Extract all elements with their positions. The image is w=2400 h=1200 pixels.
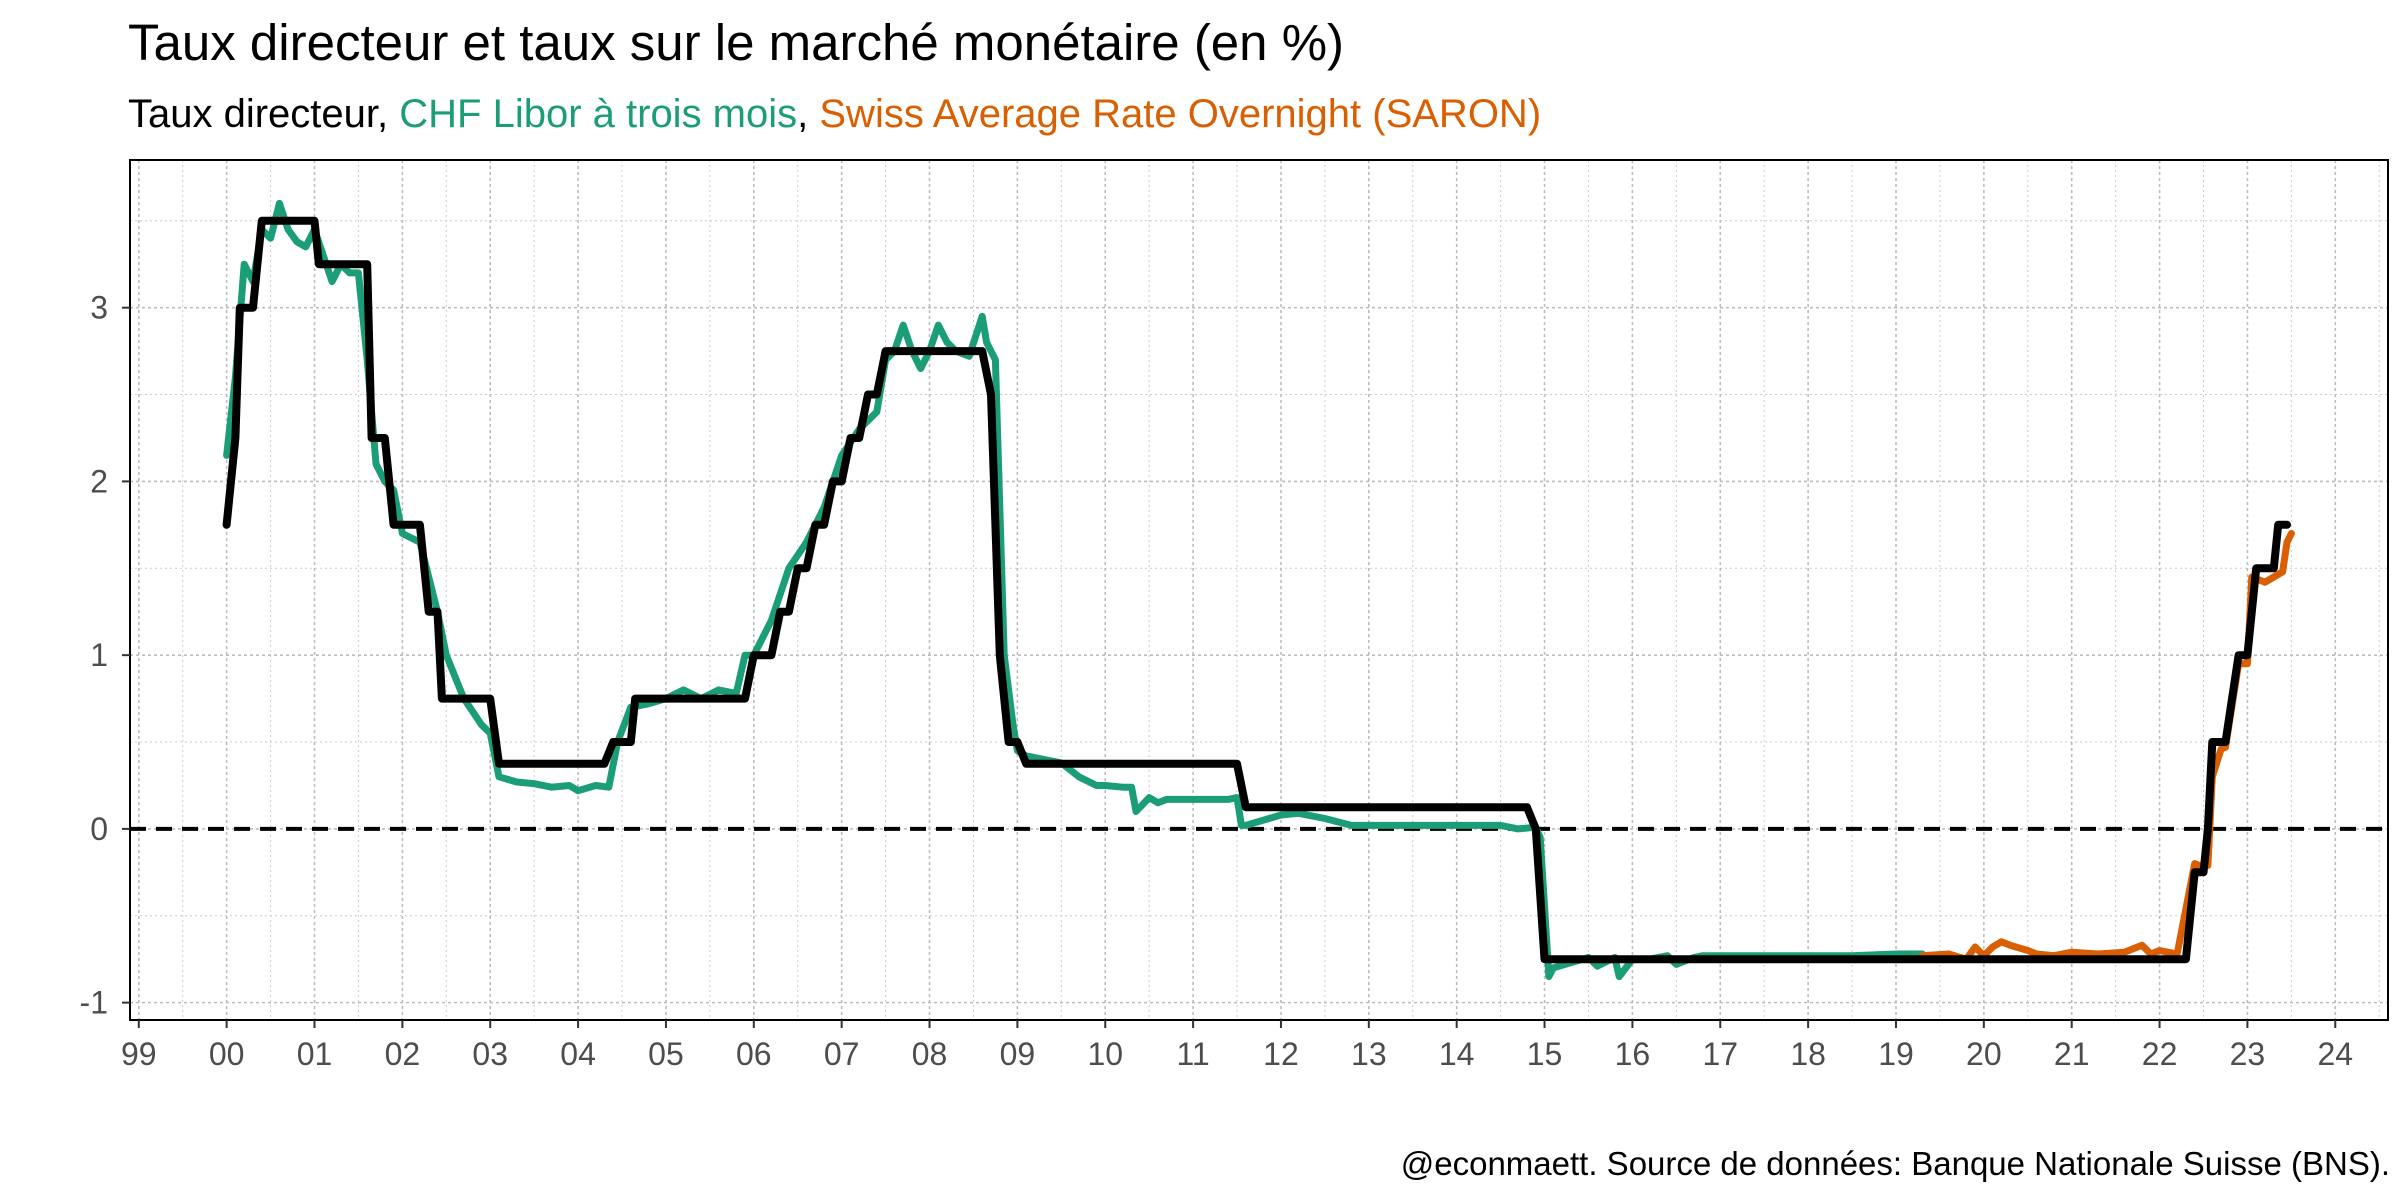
- y-axis: -1 0 1 2 3: [80, 290, 130, 1021]
- x-tick-label: 17: [1702, 1036, 1738, 1072]
- x-tick-label: 23: [2230, 1036, 2266, 1072]
- chart-caption: @econmaett. Source de données: Banque Na…: [1401, 1145, 2390, 1182]
- x-tick-label: 06: [736, 1036, 772, 1072]
- subtitle-policy-rate: Taux directeur: [128, 92, 379, 136]
- x-tick-label: 12: [1263, 1036, 1299, 1072]
- y-tick-label: 3: [90, 290, 108, 326]
- grid: [130, 160, 2388, 1020]
- x-tick-label: 14: [1439, 1036, 1475, 1072]
- series-group: [222, 199, 2295, 981]
- x-tick-label: 16: [1615, 1036, 1651, 1072]
- x-tick-label: 10: [1087, 1036, 1123, 1072]
- x-axis: 99 00 01 02 03 04 05 06 07 08 09 10 11 12 13 14 15 16 17 18…: [121, 1020, 2353, 1072]
- x-tick-label: 99: [121, 1036, 157, 1072]
- y-tick-label: -1: [80, 985, 108, 1021]
- x-tick-label: 19: [1878, 1036, 1914, 1072]
- libor-series-line: [223, 199, 1926, 981]
- x-tick-label: 09: [1000, 1036, 1036, 1072]
- x-tick-label: 21: [2054, 1036, 2090, 1072]
- chart-subtitle: Taux directeur, CHF Libor à trois mois, …: [128, 92, 1541, 136]
- x-tick-label: 24: [2317, 1036, 2353, 1072]
- x-tick-label: 00: [209, 1036, 245, 1072]
- x-tick-label: 08: [912, 1036, 948, 1072]
- x-tick-label: 01: [297, 1036, 333, 1072]
- plot-frame: [129, 159, 2389, 1021]
- x-tick-label: 07: [824, 1036, 860, 1072]
- chart-title: Taux directeur et taux sur le marché mon…: [128, 14, 1344, 71]
- saron-series-line: [1918, 530, 2295, 963]
- x-tick-label: 02: [385, 1036, 421, 1072]
- x-tick-label: 04: [560, 1036, 596, 1072]
- x-tick-label: 20: [1966, 1036, 2002, 1072]
- x-tick-label: 22: [2142, 1036, 2178, 1072]
- y-tick-label: 0: [90, 811, 108, 847]
- x-tick-label: 13: [1351, 1036, 1387, 1072]
- y-tick-label: 2: [90, 463, 108, 499]
- subtitle-saron: Swiss Average Rate Overnight (SARON): [819, 92, 1541, 136]
- x-tick-label: 15: [1527, 1036, 1563, 1072]
- policy-rate-series-line: [222, 216, 2291, 964]
- x-tick-label: 03: [472, 1036, 508, 1072]
- subtitle-libor: CHF Libor à trois mois: [399, 92, 797, 136]
- subtitle-separator-1: ,: [377, 92, 399, 136]
- y-tick-label: 1: [90, 637, 108, 673]
- subtitle-separator-2: ,: [797, 92, 819, 136]
- x-tick-label: 11: [1176, 1036, 1209, 1072]
- x-tick-label: 18: [1790, 1036, 1826, 1072]
- x-tick-label: 05: [648, 1036, 684, 1072]
